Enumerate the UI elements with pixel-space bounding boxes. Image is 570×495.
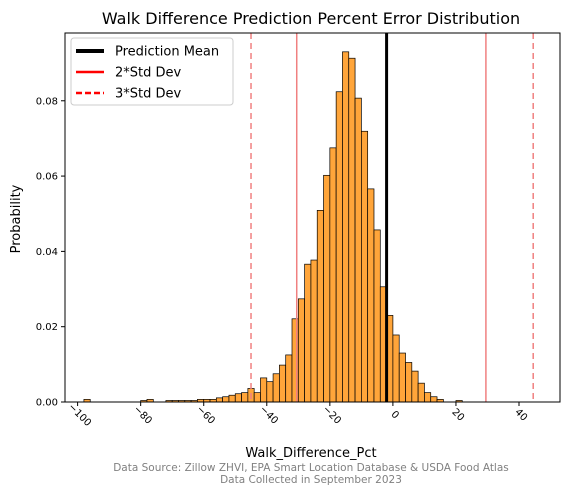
plot-frame	[64, 32, 561, 403]
histogram-bar	[361, 130, 369, 403]
histogram-bar	[373, 229, 381, 403]
source-note-line2: Data Collected in September 2023	[220, 474, 402, 486]
histogram-bar	[348, 57, 356, 403]
histogram-bar	[234, 393, 242, 403]
histogram-bar	[272, 373, 280, 403]
histogram-bar	[285, 354, 293, 403]
y-tick-label: 0.04	[36, 247, 58, 258]
legend-label: Prediction Mean	[115, 45, 219, 60]
histogram-bar	[411, 370, 419, 403]
legend-label: 2*Std Dev	[115, 66, 182, 81]
x-tick-label: −100	[66, 402, 93, 429]
y-tick-label: 0.06	[36, 172, 58, 183]
x-tick-label: −40	[257, 404, 280, 427]
chart-title: Walk Difference Prediction Percent Error…	[102, 9, 520, 28]
histogram-bar	[266, 381, 274, 403]
histogram-bar	[323, 174, 331, 403]
y-axis-label: Probability	[9, 184, 24, 253]
histogram-bar	[335, 91, 343, 403]
histogram-bar	[417, 382, 425, 403]
histogram-bar	[297, 298, 305, 403]
y-tick-label: 0.00	[36, 398, 58, 409]
histogram-bar	[310, 259, 318, 403]
x-tick-label: 0	[389, 409, 401, 421]
source-note-line1: Data Source: Zillow ZHVI, EPA Smart Loca…	[113, 462, 509, 474]
histogram-bar	[260, 377, 268, 403]
y-tick-label: 0.08	[36, 96, 58, 107]
histogram-bar	[329, 147, 337, 403]
legend-label: 3*Std Dev	[115, 87, 182, 102]
y-tick-label: 0.02	[36, 322, 58, 333]
plot-area: −100 −80 −60 −40 −20 0 20 40 0.00 0.02 0.04 0.06 0.0…	[36, 32, 561, 429]
legend-box	[70, 37, 234, 106]
x-axis-label: Walk_Difference_Pct	[245, 446, 376, 461]
x-tick-label: −20	[320, 404, 343, 427]
histogram-bar	[354, 97, 362, 403]
histogram-bar	[253, 392, 261, 403]
histogram-bar	[241, 392, 249, 403]
histogram-bar	[398, 352, 406, 403]
histogram-bar	[367, 188, 375, 403]
x-tick-label: 20	[449, 407, 466, 424]
histogram-bar	[215, 397, 223, 403]
histogram-bar	[430, 396, 438, 403]
histogram-bar	[304, 263, 312, 403]
histogram-bar	[405, 362, 413, 403]
x-tick-label: 40	[512, 407, 529, 424]
histogram-bar	[316, 209, 324, 403]
histogram-bar	[222, 396, 230, 403]
x-tick-label: −60	[194, 404, 217, 427]
histogram-bar	[228, 394, 236, 403]
histogram-bar	[392, 334, 400, 403]
x-tick-label: −80	[131, 404, 154, 427]
histogram-bar	[279, 364, 287, 403]
histogram-bar	[424, 392, 432, 403]
legend: Prediction Mean 2*Std Dev 3*Std Dev	[70, 37, 234, 106]
histogram-bar	[342, 51, 350, 403]
